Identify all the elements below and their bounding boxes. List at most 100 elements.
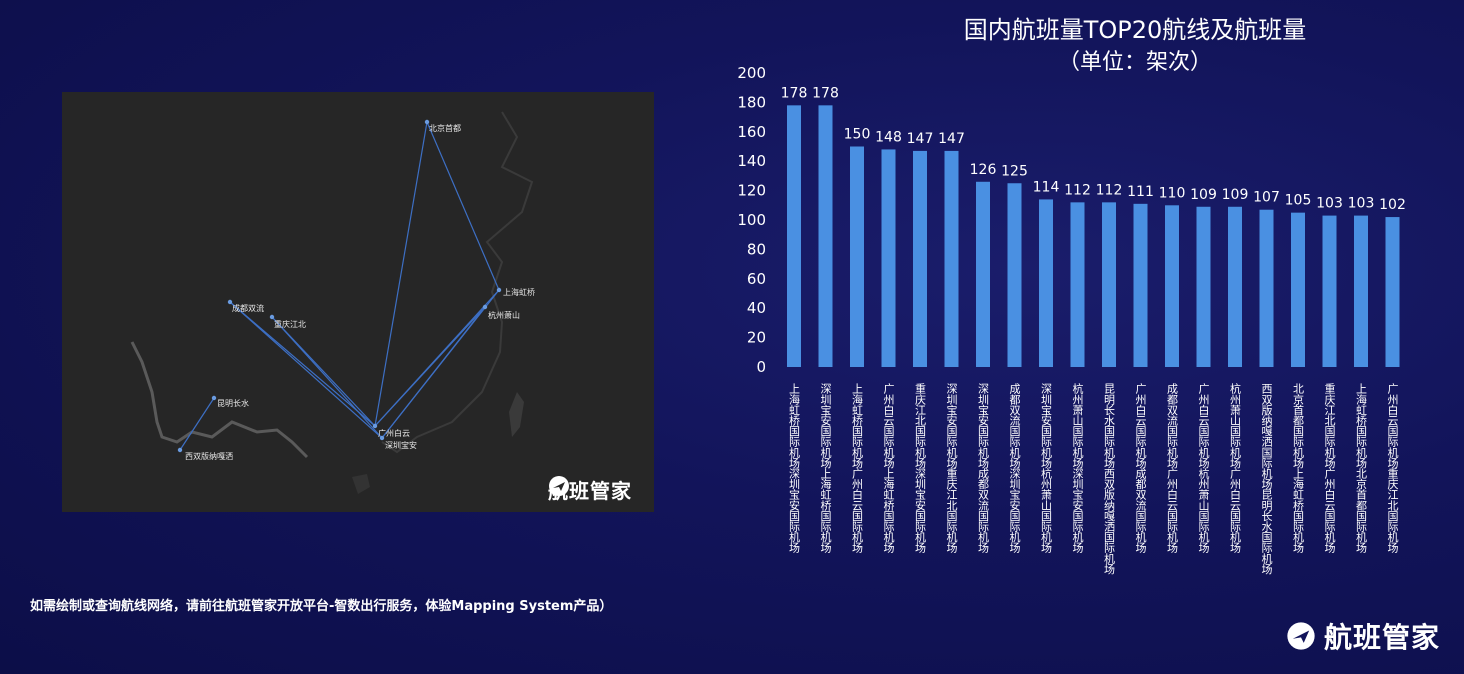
bar-value-label: 103 (1316, 196, 1343, 212)
bar-value-label: 125 (1001, 163, 1028, 179)
bar (787, 105, 801, 367)
plane-logo-icon (549, 476, 569, 496)
footnote: 如需绘制或查询航线网络，请前往航班管家开放平台-智数出行服务，体验Mapping… (30, 599, 613, 614)
bar-value-label: 178 (781, 85, 808, 101)
x-tick-label: 成都双流国际机场广州白云国际机场 (1166, 383, 1179, 554)
bar-value-label: 114 (1033, 179, 1060, 195)
city-label: 成都双流 (232, 303, 264, 313)
y-tick-label: 80 (747, 240, 766, 258)
y-tick-label: 0 (756, 358, 766, 376)
route-line (229, 301, 383, 439)
city-label: 杭州萧山 (488, 310, 520, 320)
y-tick-label: 100 (737, 211, 766, 229)
x-tick-label: 深圳宝安国际机场杭州萧山国际机场 (1040, 383, 1053, 554)
plane-logo-icon (1287, 622, 1315, 650)
bar-value-label: 103 (1348, 196, 1375, 212)
route-line (374, 306, 486, 427)
x-tick-label: 杭州萧山国际机场广州白云国际机场 (1229, 382, 1242, 554)
city-label: 广州白云 (378, 428, 410, 438)
bar-group: 107 西双版纳嘎洒国际机场昆明长水国际机场 (1253, 190, 1280, 575)
bar-group: 178 深圳宝安国际机场上海虹桥国际机场 (812, 85, 839, 553)
x-tick-label: 西双版纳嘎洒国际机场昆明长水国际机场 (1260, 383, 1273, 575)
bar (1196, 206, 1211, 367)
bar (1165, 205, 1179, 367)
bar-value-label: 126 (970, 162, 997, 178)
bar-value-label: 102 (1379, 197, 1406, 213)
bar (818, 105, 833, 367)
bar (976, 181, 990, 367)
city-label: 重庆江北 (274, 319, 306, 329)
x-tick-label: 深圳宝安国际机场重庆江北国际机场 (945, 383, 958, 554)
bar-value-label: 105 (1285, 193, 1312, 209)
bar-group: 147 重庆江北国际机场深圳宝安国际机场 (907, 131, 934, 554)
city-label: 上海虹桥 (503, 287, 535, 297)
bar-value-label: 110 (1159, 185, 1186, 201)
bar-group: 112 杭州萧山国际机场深圳宝安国际机场 (1064, 182, 1091, 553)
bar-group: 178 上海虹桥国际机场深圳宝安国际机场 (781, 85, 808, 553)
city-dot (482, 304, 488, 310)
coastline (381, 111, 534, 454)
bar-group: 150 上海虹桥国际机场广州白云国际机场 (844, 127, 871, 554)
y-tick-label: 180 (737, 93, 766, 111)
y-tick-label: 120 (737, 182, 766, 200)
y-tick-label: 60 (747, 270, 766, 288)
bar-value-label: 148 (875, 129, 902, 145)
city-label: 北京首都 (429, 123, 461, 133)
bar-value-label: 109 (1190, 187, 1217, 203)
bar-value-label: 147 (907, 131, 934, 147)
bar-value-label: 150 (844, 127, 871, 143)
route-map: 北京首都上海虹桥杭州萧山 成都双流 重庆江北昆明长水西双版纳嘎洒 广州白云深圳宝安 航… (62, 92, 654, 512)
x-tick-label: 深圳宝安国际机场成都双流国际机场 (977, 383, 990, 554)
city-label: 昆明长水 (217, 398, 249, 408)
y-axis: 0 20 40 60 80 100 120 140 160 180 200 (737, 64, 766, 376)
bar-value-label: 147 (938, 131, 965, 147)
x-tick-label: 上海虹桥国际机场深圳宝安国际机场 (788, 383, 801, 554)
bar (1007, 183, 1022, 367)
taiwan-island (509, 392, 524, 437)
bar-group: 148 广州白云国际机场上海虹桥国际机场 (875, 129, 902, 553)
bar (1354, 215, 1368, 367)
routes-layer (179, 121, 500, 451)
bar (1322, 215, 1337, 367)
brand-logo-text: 航班管家 (1323, 621, 1440, 654)
x-tick-label: 昆明长水国际机场西双版纳嘎洒国际机场 (1103, 383, 1116, 575)
city-dot (496, 287, 502, 293)
route-line (381, 306, 486, 439)
chart-title: 国内航班量TOP20航线及航班量 (963, 16, 1307, 44)
bar (1133, 203, 1148, 367)
city-label: 西双版纳嘎洒 (185, 451, 233, 461)
route-line (179, 397, 215, 451)
route-line (271, 316, 376, 427)
hainan-island (352, 474, 370, 494)
city-dot (211, 395, 217, 401)
bar-group: 147 深圳宝安国际机场重庆江北国际机场 (938, 131, 965, 554)
bar (1102, 202, 1116, 367)
x-tick-label: 深圳宝安国际机场上海虹桥国际机场 (819, 383, 832, 554)
bar-group: 102 广州白云国际机场重庆江北国际机场 (1379, 197, 1406, 554)
route-line (229, 301, 376, 427)
bar-chart: 0 20 40 60 80 100 120 140 160 180 200 178 上海虹桥国际机场深圳… (737, 64, 1406, 575)
bar (913, 150, 927, 367)
city-dot (379, 435, 385, 441)
city-label: 深圳宝安 (385, 440, 417, 450)
bar (1228, 206, 1242, 367)
bar-value-label: 112 (1064, 182, 1091, 198)
bar-group: 114 深圳宝安国际机场杭州萧山国际机场 (1033, 179, 1060, 553)
city-dot (269, 314, 275, 320)
y-tick-label: 160 (737, 123, 766, 141)
bar-value-label: 109 (1222, 187, 1249, 203)
route-line (426, 121, 500, 291)
bar-group: 112 昆明长水国际机场西双版纳嘎洒国际机场 (1096, 182, 1123, 575)
city-dot (424, 119, 430, 125)
bar (1039, 199, 1053, 367)
bar (1070, 202, 1085, 367)
bar-group: 111 广州白云国际机场成都双流国际机场 (1127, 184, 1154, 554)
y-tick-label: 20 (747, 329, 766, 347)
x-tick-label: 成都双流国际机场深圳宝安国际机场 (1008, 383, 1021, 554)
map-logo: 航班管家 (548, 475, 632, 504)
brand-logo: 航班管家 (1286, 616, 1440, 656)
bar (1385, 217, 1400, 367)
x-tick-label: 重庆江北国际机场深圳宝安国际机场 (914, 382, 927, 554)
